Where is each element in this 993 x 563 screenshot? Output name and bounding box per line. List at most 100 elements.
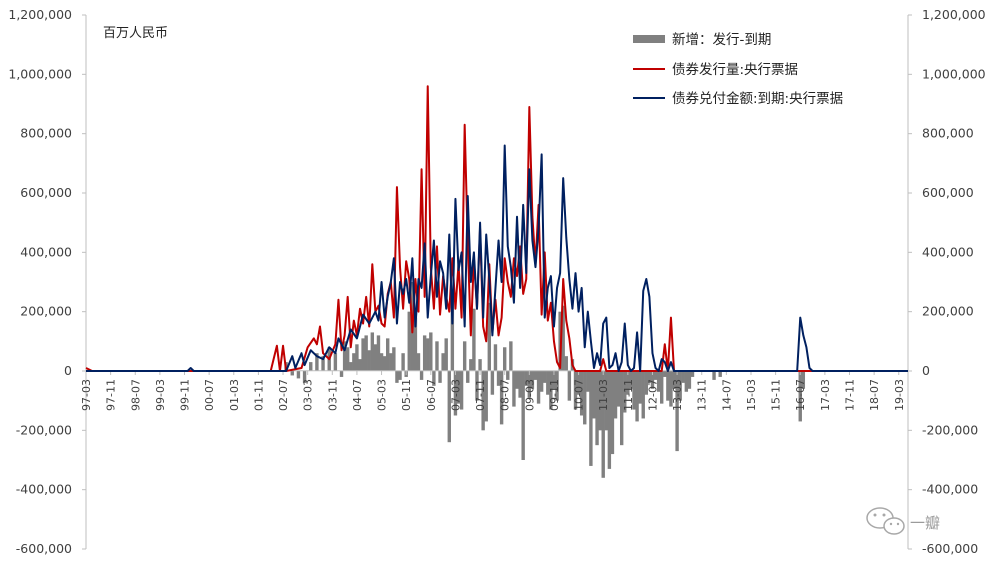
bar [459,371,464,410]
line-series [85,85,908,372]
bar [555,371,559,401]
bar [675,371,679,452]
bar [441,353,445,371]
bar [666,371,670,401]
bar [660,371,664,404]
bar [502,347,507,371]
bar [472,308,476,371]
bar [626,371,630,395]
unit-label: 百万人民币 [103,26,168,41]
bar [435,341,439,371]
bar [632,371,636,410]
bar [650,371,655,389]
bar [315,353,319,371]
x-tick-label: 18-07 [868,379,881,411]
x-tick-label: 01-03 [228,379,241,411]
bar [475,371,479,401]
left-tick-label: 200,000 [20,304,72,319]
left-tick-label: 600,000 [20,185,72,200]
bar [450,296,455,371]
right-tick-label: -600,000 [922,541,978,556]
bar [641,371,645,419]
bar [429,332,433,371]
bar [598,371,602,431]
bar [533,371,538,380]
bar [493,344,498,371]
bar [484,371,488,422]
bar [438,371,442,383]
right-tick-label: 0 [922,363,930,378]
bar [401,353,405,371]
x-tick-label: 07-11 [474,379,487,411]
line-redemption [86,144,908,372]
left-tick-label: 400,000 [20,244,72,259]
x-tick-label: 07-03 [449,379,462,411]
x-tick-label: 99-03 [154,379,167,411]
x-tick-label: 05-11 [400,379,413,411]
bar [610,371,615,455]
bar [469,359,473,371]
bar [349,362,353,371]
bar [635,371,639,422]
watermark: 一瓣 [866,507,940,535]
bar [499,371,504,425]
bar [647,371,652,383]
bar [527,371,532,398]
legend: 新增：发行-到期 债券发行量:央行票据 债券兑付金额:到期:央行票据 [633,32,843,107]
bar [801,371,806,389]
bar [586,371,590,392]
right-tick-label: 1,000,000 [922,66,986,81]
bar [339,371,344,377]
bar [395,371,399,383]
bar [718,371,722,377]
right-tick-label: 200,000 [922,304,974,319]
bars-net-new [284,282,806,478]
bar [376,335,381,371]
bar [364,335,368,371]
bar [623,371,627,413]
bar [496,371,501,386]
x-tick-label: 02-07 [277,379,290,411]
x-tick-label: 12-07 [646,379,659,411]
bar [392,347,396,371]
bar [539,371,544,392]
bar [613,371,618,419]
x-tick-label: 05-03 [376,379,389,411]
bar [462,341,467,371]
bar [290,371,294,376]
x-tick-label: 00-07 [203,379,216,411]
bar [345,347,350,371]
bar [432,371,436,386]
x-tick-label: 15-03 [745,379,758,411]
bar [453,371,458,416]
bar [687,371,692,389]
bar [549,371,553,410]
bar [309,362,313,371]
bar [530,371,535,389]
bar [466,371,470,383]
bar [416,353,421,371]
bar [333,353,338,371]
bar [573,371,578,410]
left-tick-label: 1,000,000 [8,66,72,81]
bar [684,371,689,392]
legend-label-bar: 新增：发行-到期 [672,32,771,48]
x-tick-label: 03-11 [326,379,339,411]
legend-label-redemption: 债券兑付金额:到期:央行票据 [672,91,843,107]
bar [426,338,430,371]
left-tick-label: 1,200,000 [8,7,72,22]
x-tick-label: 01-11 [252,379,265,411]
bar [592,371,596,419]
bar [619,371,624,446]
watermark-text: 一瓣 [910,514,940,532]
right-tick-label: 400,000 [922,244,974,259]
x-tick-label: 09-11 [548,379,561,411]
bar [638,371,642,404]
right-tick-label: -200,000 [922,422,978,437]
bar [515,371,519,389]
bar [506,371,510,380]
x-tick-label: 11-11 [622,379,635,411]
legend-label-issue: 债券发行量:央行票据 [672,62,798,78]
bar [296,371,301,379]
